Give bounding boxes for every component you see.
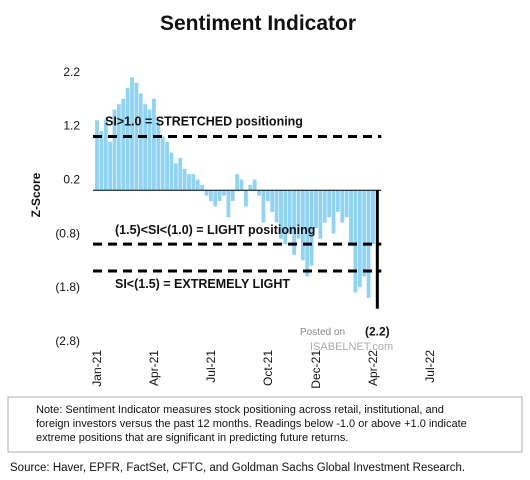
bar bbox=[252, 179, 257, 191]
y-axis-label: Z-Score bbox=[29, 172, 43, 217]
watermark: Posted on bbox=[300, 327, 345, 338]
bar bbox=[134, 82, 139, 191]
bar bbox=[239, 179, 244, 191]
x-tick-label: Jan-21 bbox=[90, 350, 104, 387]
bar bbox=[362, 190, 367, 277]
note-line: Note: Sentiment Indicator measures stock… bbox=[36, 404, 444, 416]
bar bbox=[371, 190, 375, 245]
bar bbox=[261, 190, 266, 223]
bar bbox=[331, 190, 336, 234]
bar bbox=[138, 93, 143, 191]
bar bbox=[244, 190, 248, 207]
bar bbox=[165, 141, 169, 191]
reference-label: SI<(1.5) = EXTREMELY LIGHT bbox=[115, 277, 290, 291]
bar bbox=[160, 136, 165, 191]
bar bbox=[156, 120, 161, 191]
bar bbox=[257, 190, 261, 196]
bar bbox=[274, 190, 279, 223]
bar bbox=[169, 152, 174, 191]
bar bbox=[300, 190, 305, 261]
chart-title: Sentiment Indicator bbox=[160, 12, 356, 35]
bar bbox=[230, 190, 235, 202]
bar bbox=[235, 174, 240, 191]
bar bbox=[279, 190, 283, 239]
bar bbox=[191, 174, 196, 191]
bar bbox=[187, 174, 191, 191]
bar bbox=[200, 184, 205, 191]
reference-label: SI>1.0 = STRETCHED positioning bbox=[105, 114, 303, 128]
bar bbox=[270, 190, 275, 212]
source: Source: Haver, EPFR, FactSet, CFTC, and … bbox=[10, 462, 465, 474]
bar bbox=[95, 120, 99, 191]
x-tick-label: Apr-22 bbox=[366, 350, 380, 386]
bar bbox=[152, 98, 156, 191]
bar bbox=[108, 141, 113, 191]
y-tick-label: 2.2 bbox=[63, 65, 80, 79]
y-tick-label: 1.2 bbox=[63, 119, 80, 133]
bar bbox=[265, 190, 270, 202]
bar bbox=[340, 190, 345, 223]
bar bbox=[112, 109, 117, 191]
bar bbox=[336, 190, 340, 212]
bar bbox=[353, 190, 358, 293]
bar bbox=[125, 88, 130, 191]
note-box bbox=[7, 396, 523, 453]
x-tick-label: Apr-21 bbox=[147, 350, 161, 386]
bar bbox=[375, 190, 379, 309]
note-line: foreign investors versus the past 12 mon… bbox=[36, 418, 467, 430]
bar bbox=[222, 190, 226, 196]
x-tick-label: Oct-21 bbox=[261, 350, 275, 386]
bar bbox=[314, 190, 318, 228]
bar bbox=[344, 190, 349, 218]
bar bbox=[208, 190, 213, 202]
watermark: ISABELNET.com bbox=[310, 341, 393, 353]
bar bbox=[117, 104, 121, 191]
bar bbox=[283, 190, 288, 245]
bar bbox=[147, 109, 152, 191]
x-tick-label: Jul-22 bbox=[423, 350, 437, 383]
bar bbox=[103, 120, 108, 191]
bar bbox=[204, 190, 209, 196]
bar bbox=[248, 184, 253, 191]
bar bbox=[99, 131, 104, 191]
y-tick-label: (1.8) bbox=[55, 280, 80, 294]
note-line: extreme positions that are significant i… bbox=[36, 432, 348, 444]
bar bbox=[195, 179, 200, 191]
bar bbox=[327, 190, 332, 218]
y-tick-label: (0.8) bbox=[55, 226, 80, 240]
bar bbox=[173, 163, 178, 191]
bar bbox=[226, 190, 231, 218]
bar bbox=[143, 104, 148, 191]
value-label: (2.2) bbox=[365, 325, 390, 339]
bar bbox=[305, 190, 310, 277]
bar bbox=[309, 190, 314, 266]
x-tick-label: Dec-21 bbox=[309, 350, 323, 389]
bar bbox=[296, 190, 301, 239]
bar bbox=[287, 190, 292, 234]
bar bbox=[349, 190, 353, 245]
bar bbox=[213, 190, 218, 207]
bar bbox=[130, 77, 134, 191]
bar bbox=[292, 190, 296, 255]
bar bbox=[182, 168, 187, 191]
y-tick-label: 0.2 bbox=[63, 173, 80, 187]
x-tick-label: Jul-21 bbox=[204, 350, 218, 383]
bar bbox=[121, 98, 126, 191]
bar bbox=[357, 190, 362, 288]
reference-label: (1.5)<SI<(1.0) = LIGHT positioning bbox=[115, 223, 315, 237]
bar bbox=[178, 158, 183, 191]
bar bbox=[217, 190, 222, 202]
bar bbox=[322, 190, 327, 223]
y-tick-label: (2.8) bbox=[55, 334, 80, 348]
bar bbox=[318, 190, 323, 239]
